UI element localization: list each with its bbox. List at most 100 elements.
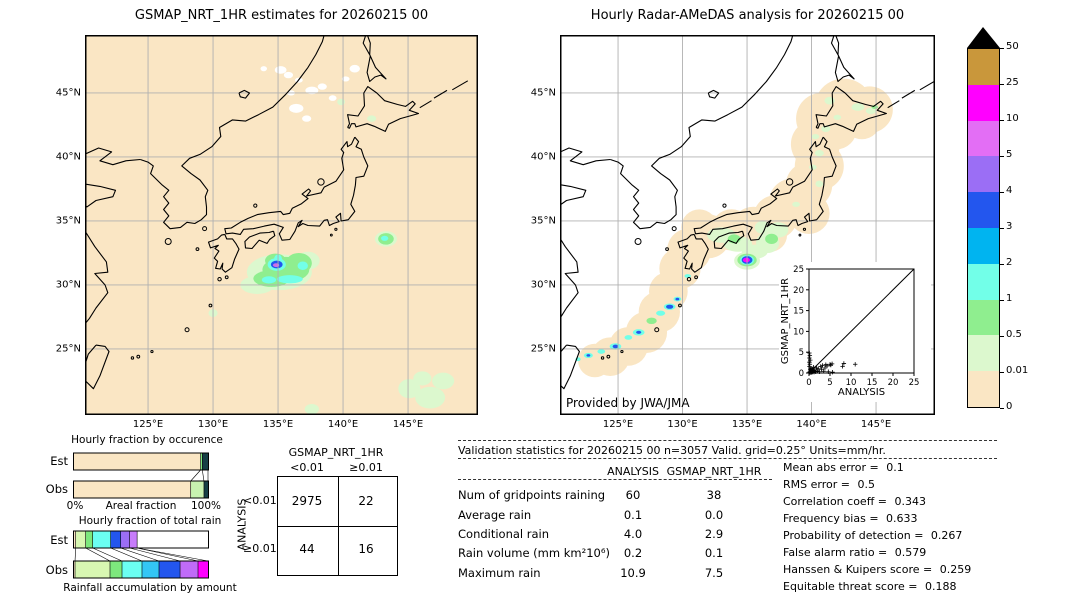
stat-value-analysis: 0.2	[623, 546, 643, 560]
scatter-point	[821, 369, 826, 374]
small-island	[217, 277, 222, 282]
colorbar-segment	[968, 299, 999, 336]
score-value: 0.267	[930, 529, 963, 542]
coastline	[815, 86, 887, 132]
rain-area	[765, 233, 779, 245]
bar-segment	[198, 561, 208, 578]
bar-segment	[141, 561, 159, 578]
rain-area	[636, 330, 642, 334]
colorbar-tick-label: 10	[1006, 113, 1019, 124]
rain-area	[684, 274, 691, 278]
coastline	[224, 136, 369, 241]
coastline	[610, 35, 794, 230]
scatter-point	[808, 357, 813, 363]
rain-area	[851, 103, 865, 111]
no-data-patch	[341, 76, 350, 82]
score-value: 0.579	[894, 546, 927, 559]
small-island	[184, 327, 190, 333]
bar-connector	[137, 547, 209, 562]
coastline	[433, 89, 448, 99]
lat-tick-label: 35°N	[55, 215, 81, 227]
lon-tick-label: 145°E	[860, 419, 892, 430]
colorbar-segment	[968, 84, 999, 121]
map-credit: Provided by JWA/JMA	[566, 396, 690, 410]
left-map	[85, 35, 478, 415]
rain-area	[261, 276, 277, 284]
score-line: Equitable threat score = 0.188	[783, 580, 956, 593]
small-island	[150, 349, 154, 354]
scatter-point	[827, 362, 833, 367]
coastline	[713, 230, 745, 250]
scatter-point	[826, 369, 831, 374]
coastline	[830, 35, 855, 83]
score-label: Probability of detection =	[783, 529, 927, 542]
scatter-point	[807, 355, 812, 361]
scatter-point	[816, 366, 821, 372]
colorbar-tick	[1000, 263, 1004, 265]
colorbar-tick-label: 0.01	[1006, 365, 1029, 376]
inset-x-tick: 5	[827, 378, 832, 388]
bar-segment	[180, 561, 199, 578]
colorbar-tick-label: 0.5	[1006, 329, 1022, 340]
score-line: RMS error = 0.5	[783, 478, 875, 491]
bar-segment	[120, 531, 130, 548]
rain-area	[586, 354, 591, 357]
inset-x-tick: 15	[867, 378, 878, 388]
no-data-patch	[349, 64, 360, 73]
colorbar-tick	[1000, 47, 1004, 49]
bar-segment	[110, 531, 121, 548]
colorbar-tick	[1000, 335, 1004, 337]
left-map-title: GSMAP_NRT_1HR estimates for 20260215 00	[134, 8, 429, 23]
stat-value-gsmap: 38	[706, 488, 722, 502]
score-label: Mean abs error =	[783, 461, 883, 474]
score-value: 0.5	[857, 478, 875, 491]
bar-segment	[75, 531, 86, 548]
colorbar-tick	[1000, 83, 1004, 85]
map-border	[560, 35, 935, 415]
lon-tick-label: 140°E	[327, 419, 359, 430]
small-island	[785, 178, 794, 186]
small-island	[253, 203, 258, 208]
coastline	[238, 89, 251, 99]
coastline	[85, 147, 141, 166]
score-label: Equitable threat score =	[783, 580, 921, 593]
score-label: Correlation coeff =	[783, 495, 891, 508]
no-data-patch	[328, 95, 337, 101]
rain-area	[276, 275, 303, 284]
rain-area	[833, 114, 842, 120]
inset-x-tick: 20	[888, 378, 899, 388]
scatter-point	[819, 367, 824, 372]
inset-x-tick: 10	[846, 378, 857, 388]
colorbar-segment	[968, 49, 999, 85]
inset-ylabel: GSMAP_NRT_1HR	[780, 278, 791, 364]
small-island	[208, 303, 213, 308]
inset-y-tick: 15	[793, 307, 804, 317]
contingency-col-title: GSMAP_NRT_1HR	[288, 446, 384, 459]
stat-value-gsmap: 2.9	[704, 527, 724, 541]
colorbar-tick-label: 5	[1006, 149, 1013, 160]
occurrence-title: Hourly fraction by occurence	[71, 434, 223, 446]
coastline	[244, 230, 276, 250]
no-data-patch	[317, 83, 327, 90]
validation-title: Validation statistics for 20260215 00 n=…	[458, 444, 886, 457]
lat-tick-label: 25°N	[55, 343, 81, 355]
score-line: False alarm ratio = 0.579	[783, 546, 926, 559]
no-data-patch	[289, 103, 304, 113]
lat-tick-label: 25°N	[530, 343, 556, 355]
coastline	[707, 89, 720, 99]
bar-segment	[190, 481, 204, 498]
bar-segment	[92, 531, 111, 548]
scatter-point	[824, 363, 830, 369]
stat-row-label: Conditional rain	[458, 527, 550, 541]
inset-y-tick: 10	[793, 327, 804, 337]
colorbar-segment	[968, 156, 999, 193]
score-label: RMS error =	[783, 478, 854, 491]
small-island	[606, 354, 611, 359]
score-line: Mean abs error = 0.1	[783, 461, 904, 474]
small-island	[317, 178, 325, 186]
coastline	[560, 147, 611, 166]
separator-top	[458, 440, 997, 441]
scatter-point	[830, 369, 835, 375]
lat-tick-label: 35°N	[530, 215, 556, 227]
